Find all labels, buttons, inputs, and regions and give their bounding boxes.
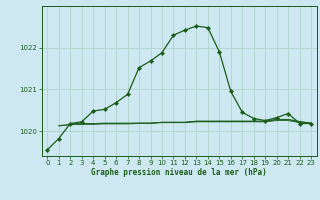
X-axis label: Graphe pression niveau de la mer (hPa): Graphe pression niveau de la mer (hPa) (91, 168, 267, 177)
